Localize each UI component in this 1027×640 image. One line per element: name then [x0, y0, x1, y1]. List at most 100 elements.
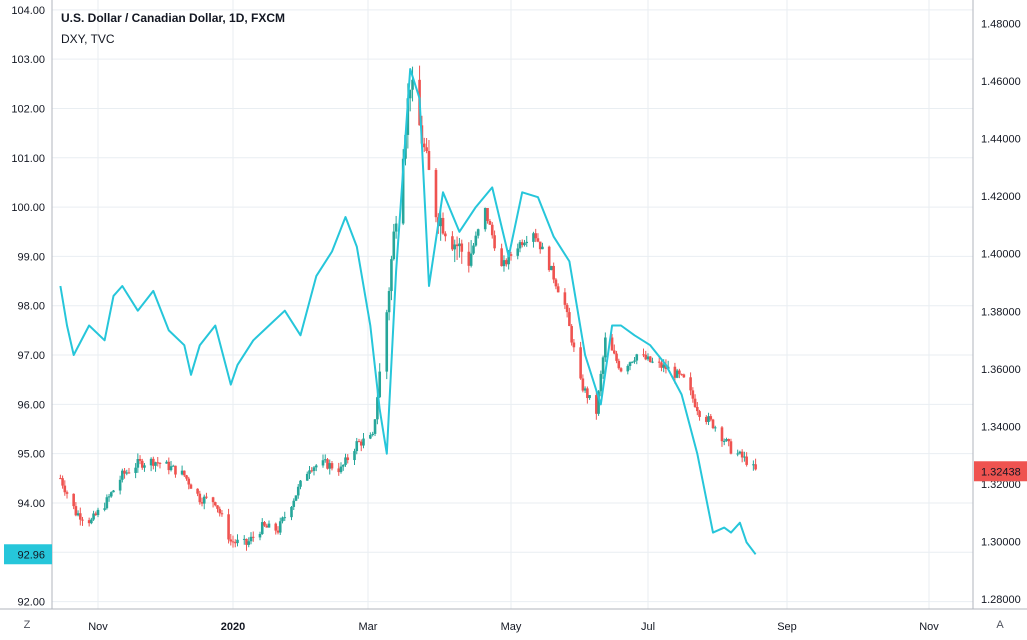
candle-body	[359, 441, 363, 446]
candle-body	[242, 538, 246, 540]
candle-body	[408, 89, 412, 99]
candle-body	[675, 370, 679, 378]
candle-body	[568, 312, 571, 327]
candle-body	[174, 465, 177, 475]
left-axis-tick-label: 96.00	[17, 399, 45, 411]
compare-symbol-label[interactable]: DXY, TVC	[61, 32, 115, 46]
candle-body	[180, 470, 184, 475]
candle-body	[369, 434, 372, 439]
time-axis-tick-label: Nov	[919, 621, 939, 633]
candle-body	[680, 374, 683, 376]
candle-body	[657, 361, 661, 363]
candle-body	[563, 292, 567, 305]
candle-body	[103, 508, 106, 510]
candle-body	[196, 488, 199, 494]
candle-body	[709, 416, 713, 420]
candle-body	[143, 465, 146, 468]
axis-scale-z-button[interactable]: Z	[23, 619, 31, 631]
candle-body	[425, 147, 428, 152]
candle-body	[183, 470, 186, 476]
candle-body	[263, 522, 266, 526]
candle-body	[722, 440, 726, 442]
usdcad-last-value-label: 1.32438	[981, 466, 1021, 478]
candle-body	[486, 207, 489, 221]
candle-body	[493, 235, 496, 249]
candle-body	[547, 246, 551, 271]
candle-body	[707, 416, 710, 422]
time-axis-tick-label: Nov	[88, 621, 108, 633]
candle-body	[211, 497, 215, 503]
candle-body	[434, 169, 438, 218]
candle-body	[152, 458, 155, 466]
candle-body	[236, 539, 239, 544]
candle-body	[727, 439, 731, 442]
candle-body	[310, 470, 314, 472]
candle-body	[346, 457, 350, 461]
candle-body	[604, 337, 607, 358]
candle-body	[453, 244, 457, 250]
right-axis-tick-label: 1.32000	[981, 479, 1021, 491]
left-axis-tick-label: 95.00	[17, 449, 45, 461]
candle-body	[136, 459, 140, 468]
left-axis-tick-label: 101.00	[11, 153, 45, 165]
candle-body	[258, 533, 262, 538]
candle-body	[619, 368, 623, 372]
candle-body	[65, 492, 69, 494]
candle-body	[326, 459, 329, 469]
dxy-last-value-label: 92.96	[17, 549, 45, 561]
candle-body	[411, 79, 414, 90]
candle-body	[579, 347, 582, 379]
candle-body	[213, 502, 217, 506]
candle-body	[523, 243, 526, 246]
candle-body	[713, 427, 717, 429]
candle-body	[76, 513, 80, 516]
candle-body	[274, 523, 278, 531]
left-axis-tick-label: 104.00	[11, 5, 45, 17]
candle-body	[94, 513, 98, 516]
candle-body	[467, 251, 471, 266]
candle-body	[187, 478, 191, 485]
candle-body	[541, 246, 544, 250]
candle-body	[696, 406, 699, 412]
candle-body	[112, 490, 115, 493]
candle-body	[299, 480, 302, 487]
candle-body	[422, 143, 426, 148]
candle-body	[138, 459, 142, 461]
candle-body	[635, 354, 639, 361]
candle-body	[586, 388, 589, 399]
candle-body	[626, 365, 630, 372]
candle-body	[323, 459, 327, 461]
candle-body	[483, 207, 487, 230]
candle-body	[305, 473, 309, 481]
candle-body	[378, 371, 382, 398]
candle-body	[171, 465, 175, 467]
dxy-last-value-box	[4, 544, 52, 565]
candle-body	[281, 517, 284, 522]
candle-body	[96, 509, 100, 516]
candle-body	[520, 242, 524, 246]
candle-body	[572, 342, 576, 348]
candle-body	[536, 238, 540, 242]
candle-body	[220, 513, 224, 515]
candle-body	[469, 253, 473, 266]
candle-body	[460, 243, 464, 252]
candle-body	[233, 542, 237, 544]
candle-body	[500, 248, 503, 267]
symbol-title[interactable]: U.S. Dollar / Canadian Dollar, 1D, FXCM	[61, 11, 286, 25]
left-axis-tick-label: 94.00	[17, 498, 45, 510]
candle-body	[451, 236, 454, 250]
candle-body	[689, 377, 692, 391]
candle-body	[247, 541, 251, 545]
candle-body	[371, 433, 374, 435]
candle-body	[294, 495, 298, 501]
candle-body	[339, 466, 343, 473]
right-axis-tick-label: 1.44000	[981, 134, 1021, 146]
right-axis-tick-label: 1.34000	[981, 421, 1021, 433]
candle-body	[61, 478, 64, 486]
candle-body	[556, 286, 560, 293]
candle-body	[693, 398, 697, 407]
axis-auto-scale-button[interactable]: A	[996, 619, 1004, 631]
time-axis-tick-label: 2020	[221, 621, 245, 633]
candle-body	[373, 419, 377, 434]
